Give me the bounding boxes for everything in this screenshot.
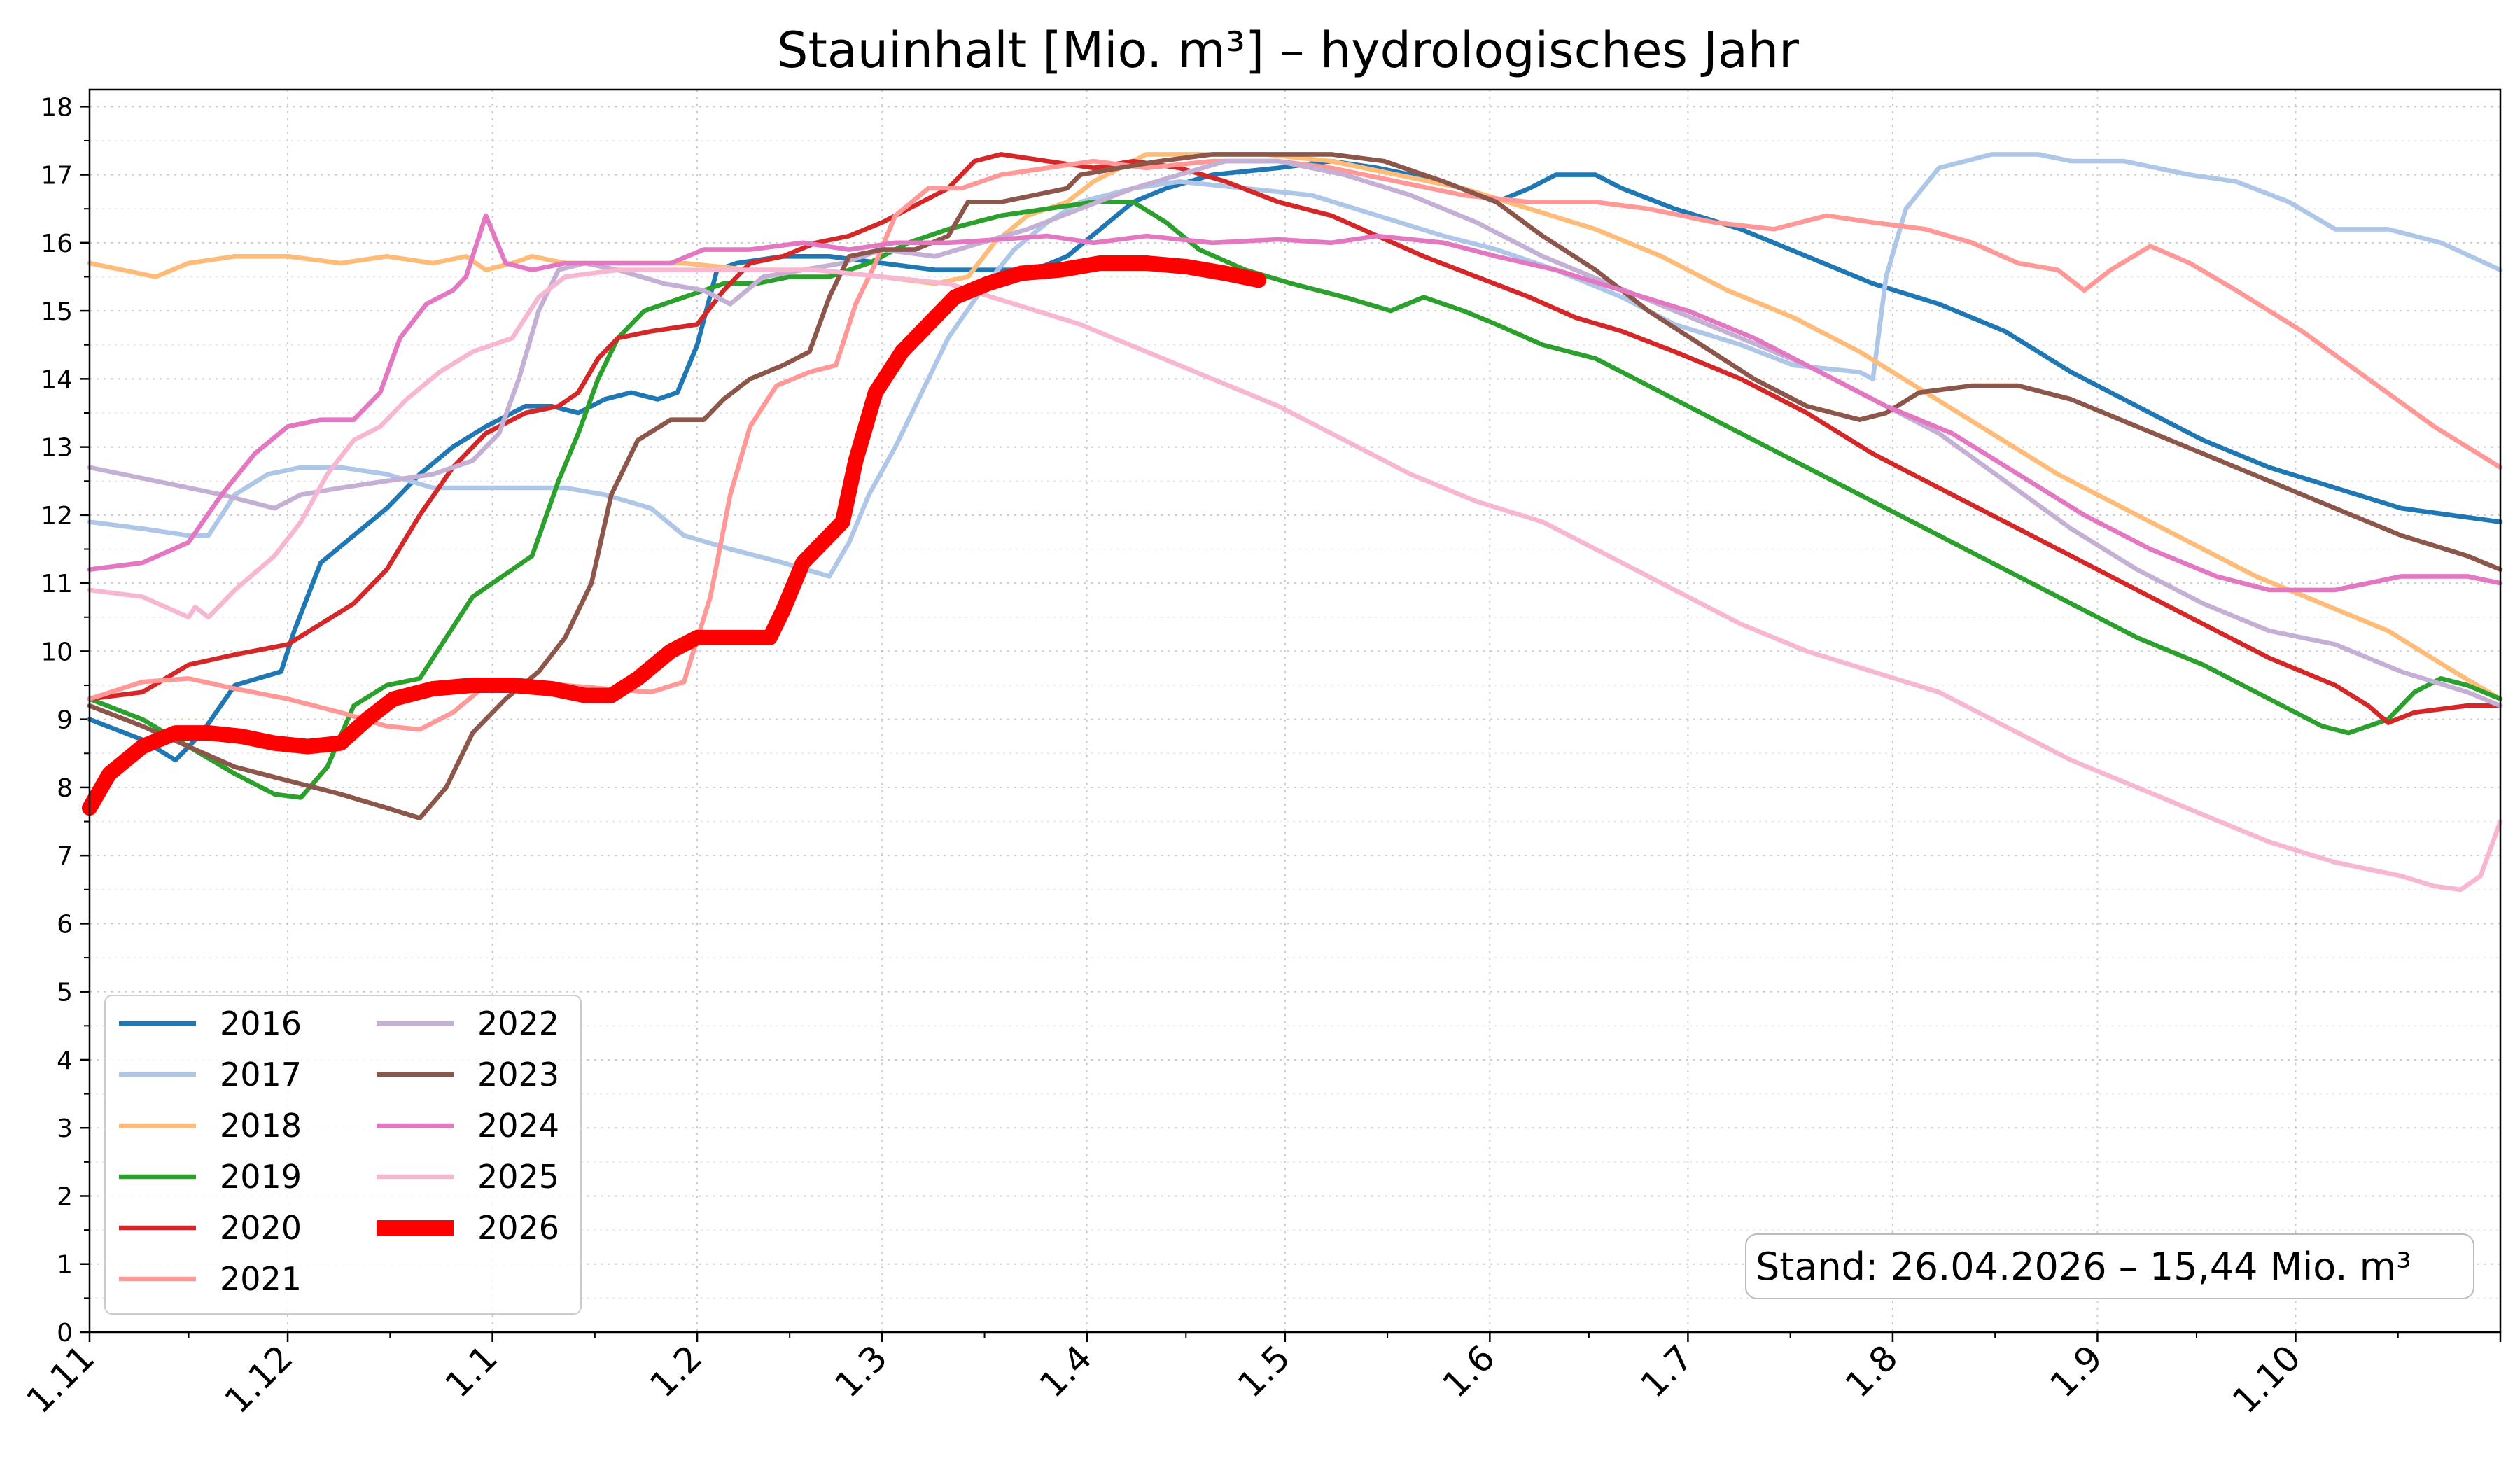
series-line-2025 [87,267,2503,892]
series-line-2024 [87,213,2503,593]
legend-label-2023: 2023 [477,1056,559,1093]
annotation-box [1745,1233,2474,1299]
legend-label-2016: 2016 [220,1004,302,1042]
y-tick-label: 0 [57,1319,73,1348]
y-tick-label: 16 [41,230,73,258]
legend-label-2025: 2025 [477,1158,559,1196]
legend-label-2024: 2024 [477,1107,559,1144]
y-tick-label: 9 [57,706,73,735]
status-annotation: Stand: 26.04.2026 – 15,44 Mio. m³ [1745,1233,2474,1299]
y-tick-label: 4 [57,1046,73,1075]
y-tick-label: 17 [41,162,73,190]
legend-label-2019: 2019 [220,1158,302,1196]
series-line-2023 [87,152,2503,820]
series-line-2020 [87,152,2503,725]
chart-title: Stauinhalt [Mio. m³] – hydrologisches Ja… [777,22,1799,79]
y-tick-label: 1 [57,1251,73,1280]
y-tick-label: 13 [41,434,73,463]
legend-label-2022: 2022 [477,1004,559,1042]
y-tick-label: 15 [41,298,73,326]
series-line-2022 [87,158,2503,708]
annotation-text: Stand: 26.04.2026 – 15,44 Mio. m³ [1756,1245,2412,1289]
legend-label-2018: 2018 [220,1107,302,1144]
y-tick-label: 8 [57,774,73,803]
y-tick-label: 2 [57,1182,73,1211]
series-line-2026 [82,255,1267,816]
legend-box [104,995,582,1315]
legend-label-2026: 2026 [477,1209,559,1247]
series-line-2018 [87,152,2503,701]
y-tick-label: 11 [41,570,73,598]
plot-lines [82,152,2503,892]
y-tick-label: 6 [57,910,73,939]
y-tick-label: 10 [41,638,73,666]
y-tick-label: 12 [41,502,73,531]
legend-label-2020: 2020 [220,1209,302,1247]
y-tick-label: 18 [41,93,73,122]
legend-label-2021: 2021 [220,1260,302,1298]
y-tick-label: 5 [57,979,73,1007]
legend-label-2017: 2017 [220,1056,302,1093]
y-tick-label: 7 [57,842,73,871]
series-line-2019 [87,200,2503,800]
series-line-2017 [87,152,2503,579]
legend: 2016 2017 2018 2019 2020 2021 2022 2023 2024 2025… [104,995,582,1315]
plot-frame [88,88,2502,1334]
y-tick-label: 3 [57,1114,73,1143]
y-tick-label: 14 [41,365,73,394]
